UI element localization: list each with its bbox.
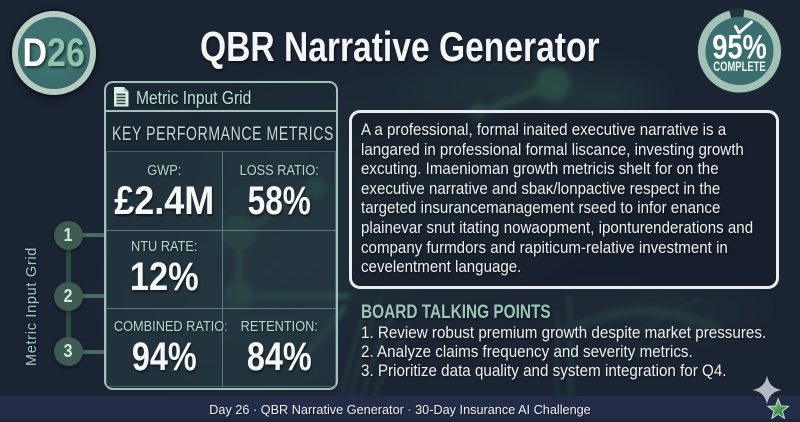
svg-text:COMPLETE: COMPLETE xyxy=(713,59,766,74)
svg-text:95%: 95% xyxy=(712,28,767,67)
